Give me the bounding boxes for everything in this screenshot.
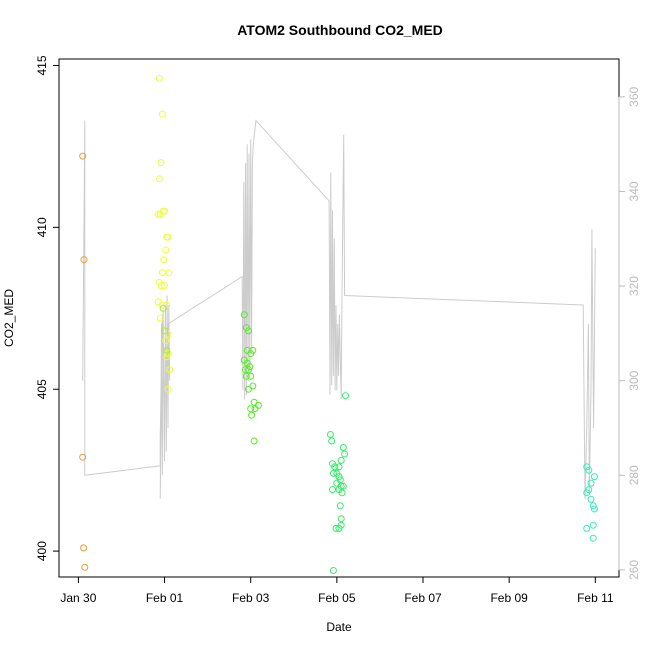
data-point-4-21 <box>335 524 343 532</box>
x-tick-label-4: Feb 07 <box>404 591 442 605</box>
data-point-1-15 <box>157 282 165 290</box>
data-point-3-10 <box>245 366 252 374</box>
y-axis: 400 405 410 415 <box>35 55 60 561</box>
data-point-1-1 <box>158 110 166 118</box>
data-point-0-3 <box>80 544 88 552</box>
data-point-4-22 <box>332 524 340 532</box>
y-tick-label-0: 400 <box>35 541 49 561</box>
data-point-1-9 <box>164 233 172 241</box>
data-point-1-13 <box>165 269 173 277</box>
y2-tick-label-5: 360 <box>627 87 641 107</box>
data-point-0-2 <box>79 453 87 461</box>
data-point-1-16 <box>161 282 168 290</box>
data-point-3-16 <box>247 405 255 413</box>
line-layer <box>82 119 596 499</box>
y2-tick-label-1: 280 <box>627 465 641 485</box>
data-point-5-3 <box>587 479 595 487</box>
data-point-3-18 <box>248 411 256 419</box>
data-point-1-22 <box>162 337 170 345</box>
data-point-3-20 <box>250 437 258 445</box>
data-point-4-6 <box>341 450 349 458</box>
data-point-4-1 <box>328 437 336 445</box>
data-point-2-2 <box>163 346 171 354</box>
data-point-0-0 <box>79 152 87 160</box>
y2-tick-label-4: 340 <box>627 181 641 201</box>
data-point-3-13 <box>249 382 257 390</box>
data-point-4-5 <box>339 444 347 451</box>
data-point-4-14 <box>339 482 347 490</box>
data-point-4-17 <box>338 489 346 497</box>
data-point-3-14 <box>245 385 252 393</box>
x-tick-label-0: Jan 30 <box>60 591 96 605</box>
data-point-5-1 <box>585 466 593 474</box>
y2-tick-label-2: 300 <box>627 370 641 390</box>
data-point-5-2 <box>590 473 598 481</box>
data-point-3-0 <box>240 311 248 319</box>
data-point-5-8 <box>590 505 598 513</box>
x-tick-label-1: Feb 01 <box>146 591 184 605</box>
data-point-3-19 <box>254 401 262 409</box>
point-layer <box>79 74 598 574</box>
data-point-5-7 <box>589 502 597 510</box>
data-point-3-12 <box>242 372 250 380</box>
data-point-5-10 <box>589 521 597 529</box>
data-point-4-3 <box>331 463 339 471</box>
data-point-1-18 <box>158 301 166 309</box>
data-point-1-0 <box>155 74 163 82</box>
data-point-5-11 <box>589 534 597 542</box>
y-tick-label-1: 405 <box>35 379 49 399</box>
x-tick-label-6: Feb 11 <box>577 591 614 605</box>
x-tick-label-2: Feb 03 <box>232 591 270 605</box>
data-point-4-0 <box>326 431 334 438</box>
data-point-1-17 <box>154 298 162 306</box>
data-point-1-23 <box>164 350 172 358</box>
y2-axis: 260 280 300 320 340 360 <box>618 87 641 580</box>
x-tick-label-3: Feb 05 <box>318 591 356 605</box>
data-point-1-10 <box>162 246 170 254</box>
data-point-4-15 <box>329 486 336 494</box>
data-point-4-4 <box>335 463 343 471</box>
y2-tick-label-3: 320 <box>627 276 641 296</box>
data-point-1-26 <box>164 385 172 393</box>
data-point-4-10 <box>335 473 343 481</box>
data-point-1-12 <box>158 269 166 277</box>
data-point-5-9 <box>583 524 591 532</box>
co2-trace-line <box>82 119 596 499</box>
data-point-4-23 <box>329 567 337 574</box>
x-tick-label-5: Feb 09 <box>490 591 528 605</box>
data-point-1-11 <box>160 256 168 264</box>
data-point-1-3 <box>155 175 163 183</box>
data-point-1-25 <box>166 366 174 374</box>
data-point-1-4 <box>154 210 162 218</box>
data-point-4-19 <box>337 515 345 523</box>
data-point-4-18 <box>336 502 344 510</box>
data-point-5-5 <box>583 489 591 497</box>
data-point-2-0 <box>159 304 167 312</box>
y2-tick-label-0: 260 <box>627 560 641 580</box>
data-point-3-11 <box>247 372 255 380</box>
y-tick-label-3: 415 <box>35 55 49 75</box>
data-point-4-8 <box>329 469 337 477</box>
y-axis-label: CO2_MED <box>2 289 16 347</box>
data-point-4-24 <box>342 392 349 400</box>
data-point-0-1 <box>80 256 88 264</box>
data-point-5-6 <box>587 495 595 503</box>
chart-title: ATOM2 Southbound CO2_MED <box>237 22 443 38</box>
data-point-3-15 <box>250 398 258 406</box>
data-point-0-4 <box>81 563 89 571</box>
x-axis: Jan 30 Feb 01 Feb 03 Feb 05 Feb 07 Feb 09 Feb … <box>60 576 614 605</box>
data-point-1-20 <box>156 314 164 322</box>
data-point-1-2 <box>157 159 165 167</box>
data-point-3-5 <box>247 350 255 358</box>
data-point-3-9 <box>242 366 249 374</box>
x-axis-label: Date <box>326 620 352 634</box>
data-point-4-7 <box>337 456 345 464</box>
data-point-3-17 <box>251 405 259 413</box>
data-point-2-1 <box>161 327 168 335</box>
data-point-3-2 <box>245 327 252 335</box>
data-point-1-7 <box>161 207 168 215</box>
y-tick-label-2: 410 <box>35 217 49 237</box>
